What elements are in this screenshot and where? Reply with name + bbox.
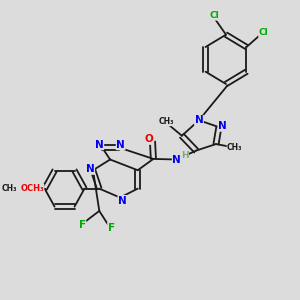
Text: F: F: [79, 220, 86, 230]
Text: OCH₃: OCH₃: [21, 184, 44, 193]
Text: N: N: [95, 140, 104, 150]
Text: N: N: [118, 196, 127, 206]
Text: CH₃: CH₃: [227, 142, 242, 152]
Text: Cl: Cl: [209, 11, 219, 20]
Text: N: N: [195, 115, 203, 125]
Text: Cl: Cl: [259, 28, 269, 37]
Text: N: N: [172, 155, 181, 165]
Text: CH₃: CH₃: [159, 117, 175, 126]
Text: N: N: [116, 140, 125, 150]
Text: N: N: [86, 164, 94, 174]
Text: CH₃: CH₃: [2, 184, 18, 193]
Text: F: F: [108, 223, 115, 232]
Text: O: O: [25, 184, 33, 194]
Text: H: H: [181, 151, 188, 160]
Text: O: O: [145, 134, 153, 144]
Text: N: N: [218, 121, 227, 131]
